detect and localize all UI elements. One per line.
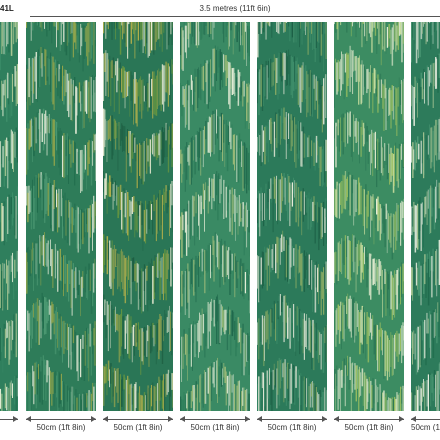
ikat-chevron-pattern (257, 22, 327, 411)
header-bar: 41L 3.5 metres (11ft 6in) (0, 0, 440, 20)
wallpaper-panel (334, 22, 404, 411)
panel-dimension: 50cm (1ft 8in) (180, 414, 250, 436)
panel-dimensions: 50cm (1ft 8in) 50cm (1ft 8in) 50cm (1ft … (0, 414, 440, 436)
panel-width-label: 50cm (1ft 8in) (36, 423, 86, 432)
arrow-right-icon (399, 416, 404, 422)
product-code: 41L (0, 4, 14, 13)
arrow-left-icon (180, 416, 185, 422)
arrow-right-icon (168, 416, 173, 422)
panel-width-label: 50cm (1ft 8in) (190, 423, 240, 432)
arrow-right-icon (322, 416, 327, 422)
arrow-left-icon (411, 416, 416, 422)
wallpaper-panel (26, 22, 96, 411)
ikat-chevron-pattern (180, 22, 250, 411)
panel-width-label: 50cm (1ft 8in) (411, 423, 440, 432)
ikat-chevron-pattern (103, 22, 173, 411)
arrow-right-icon (13, 416, 18, 422)
panel-dimension: 50cm (1ft 8in) (411, 414, 440, 436)
wallpaper-panel (257, 22, 327, 411)
panel-width-label: 50cm (1ft 8in) (344, 423, 394, 432)
panel-dimension: 50cm (1ft 8in) (257, 414, 327, 436)
arrow-left-icon (257, 416, 262, 422)
arrow-right-icon (245, 416, 250, 422)
panel-dimension: 50cm (1ft 8in) (334, 414, 404, 436)
arrow-left-icon (103, 416, 108, 422)
panel-width-label: 50cm (1ft 8in) (267, 423, 317, 432)
panel-dimension (0, 414, 18, 436)
panel-dimension: 50cm (1ft 8in) (26, 414, 96, 436)
ikat-chevron-pattern (0, 22, 18, 411)
panel-width-label: 50cm (1ft 8in) (113, 423, 163, 432)
total-width-label: 3.5 metres (11ft 6in) (199, 4, 271, 13)
wallpaper-panel (180, 22, 250, 411)
ikat-chevron-pattern (411, 22, 440, 411)
wallpaper-panel (103, 22, 173, 411)
wallpaper-panel (411, 22, 440, 411)
wallpaper-panels (0, 22, 440, 411)
arrow-left-icon (26, 416, 31, 422)
arrow-right-icon (91, 416, 96, 422)
arrow-left-icon (334, 416, 339, 422)
ikat-chevron-pattern (334, 22, 404, 411)
wallpaper-panel (0, 22, 18, 411)
total-width-dimension-line (30, 16, 440, 17)
panel-dimension: 50cm (1ft 8in) (103, 414, 173, 436)
ikat-chevron-pattern (26, 22, 96, 411)
